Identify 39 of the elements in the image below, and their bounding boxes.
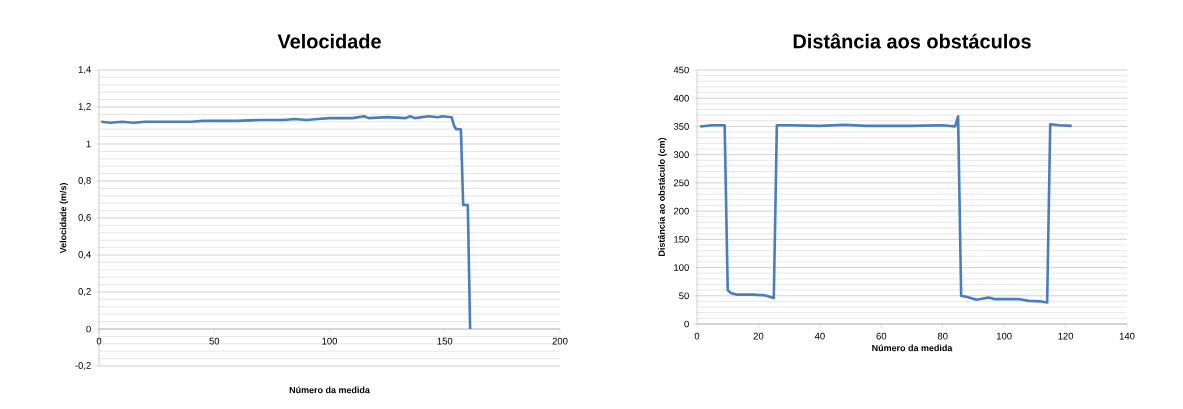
y-tick-label: 0,6: [78, 214, 91, 222]
y-axis-title: Distância ao obstáculo (cm): [658, 137, 667, 256]
line-series: [698, 114, 1074, 304]
y-tick-label: 1: [86, 140, 91, 148]
x-tick-label: 20: [753, 332, 764, 340]
x-tick-label: 200: [552, 337, 568, 345]
x-tick-label: 40: [814, 332, 825, 340]
y-tick-label: 200: [673, 207, 689, 215]
x-tick-label: 0: [96, 337, 102, 345]
y-tick-label: 100: [674, 264, 689, 271]
x-axis-title: Número da medida: [872, 344, 953, 352]
y-tick-label: 50: [679, 292, 689, 300]
y-tick-label: -0,2: [75, 362, 91, 370]
y-tick-label: 1,4: [78, 66, 91, 74]
chart-title: Velocidade: [277, 33, 381, 49]
y-tick-label: 350: [673, 123, 689, 130]
x-tick-label: 80: [937, 332, 948, 340]
y-axis-title: Velocidade (m/s): [59, 183, 69, 254]
x-tick-label: 140: [1119, 332, 1135, 340]
y-tick-label: 0,4: [78, 251, 91, 259]
y-tick-label: 250: [673, 179, 689, 187]
x-tick-label: 120: [1058, 332, 1074, 340]
y-tick-label: 450: [673, 66, 689, 74]
x-tick-label: 100: [322, 337, 338, 345]
y-tick-label: 150: [674, 235, 689, 243]
x-tick-label: 0: [694, 332, 700, 340]
chart-title: Distância aos obstáculos: [793, 33, 1031, 49]
x-tick-label: 150: [437, 337, 453, 345]
y-tick-label: 300: [673, 151, 689, 159]
y-tick-label: 0: [86, 325, 91, 333]
y-tick-label: 1,2: [78, 103, 91, 111]
y-tick-label: 0,2: [78, 288, 91, 296]
x-tick-label: 60: [876, 332, 887, 340]
y-tick-label: 400: [673, 94, 689, 102]
y-tick-label: 0: [684, 320, 689, 328]
y-tick-label: 0,8: [78, 177, 91, 185]
x-tick-label: 50: [209, 337, 220, 345]
x-tick-label: 100: [996, 332, 1012, 340]
x-axis-title: Número da medida: [289, 386, 370, 394]
